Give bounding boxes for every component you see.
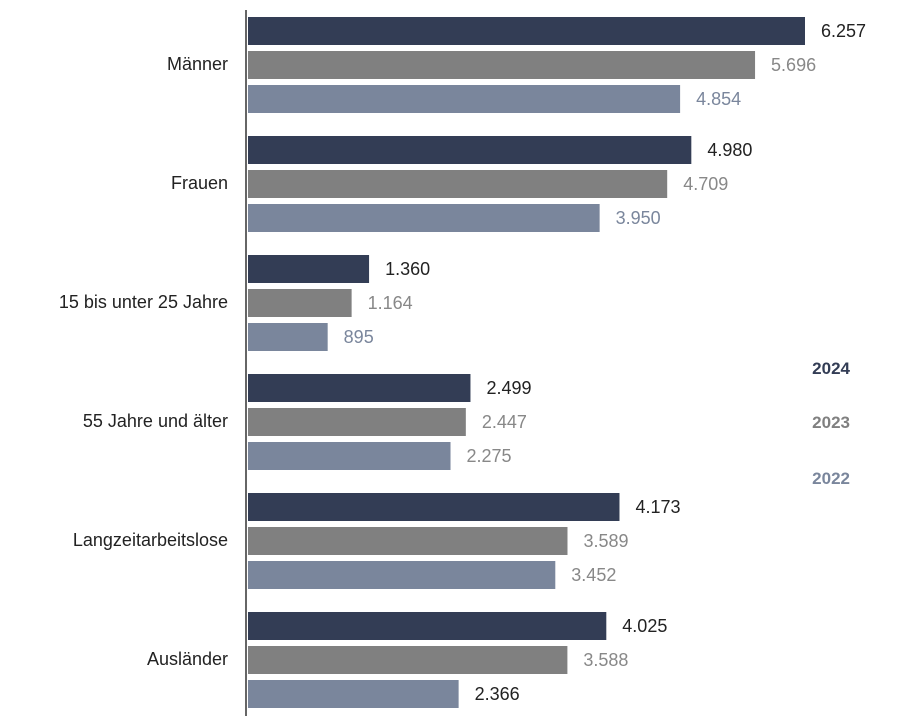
bars-group [248, 17, 805, 708]
category-label-15-bis-unter-25-jahre: 15 bis unter 25 Jahre [59, 292, 228, 312]
bar-frauen-2023 [248, 170, 668, 198]
value-label-frauen-2024: 4.980 [707, 140, 752, 160]
value-label-55-jahre-und-aelter-2022: 2.275 [467, 446, 512, 466]
bar-auslaender-2023 [248, 646, 568, 674]
value-label-frauen-2022: 3.950 [616, 208, 661, 228]
legend-entry-2022: 2022 [812, 469, 850, 488]
bar-maenner-2024 [248, 17, 805, 45]
value-label-frauen-2023: 4.709 [683, 174, 728, 194]
value-label-55-jahre-und-aelter-2024: 2.499 [486, 378, 531, 398]
value-label-15-bis-unter-25-jahre-2024: 1.360 [385, 259, 430, 279]
category-label-frauen: Frauen [171, 173, 228, 193]
bar-maenner-2022 [248, 85, 681, 113]
bar-auslaender-2024 [248, 612, 607, 640]
value-label-langzeitarbeitslose-2024: 4.173 [635, 497, 680, 517]
value-label-langzeitarbeitslose-2022: 3.452 [571, 565, 616, 585]
bar-55-jahre-und-aelter-2023 [248, 408, 466, 436]
bar-frauen-2022 [248, 204, 600, 232]
value-label-langzeitarbeitslose-2023: 3.589 [583, 531, 628, 551]
category-labels: Männer Frauen 15 bis unter 25 Jahre 55 Jahr… [59, 54, 228, 669]
value-label-maenner-2022: 4.854 [696, 89, 741, 109]
legend: 2024 2023 2022 [812, 359, 850, 488]
bar-langzeitarbeitslose-2024 [248, 493, 620, 521]
bar-frauen-2024 [248, 136, 692, 164]
bar-langzeitarbeitslose-2022 [248, 561, 556, 589]
bar-15-bis-unter-25-jahre-2024 [248, 255, 370, 283]
value-label-15-bis-unter-25-jahre-2023: 1.164 [368, 293, 413, 313]
bar-15-bis-unter-25-jahre-2023 [248, 289, 352, 317]
legend-entry-2024: 2024 [812, 359, 850, 378]
bar-auslaender-2022 [248, 680, 459, 708]
category-label-maenner: Männer [167, 54, 228, 74]
category-label-auslaender: Ausländer [147, 649, 228, 669]
legend-entry-2023: 2023 [812, 413, 850, 432]
bar-55-jahre-und-aelter-2024 [248, 374, 471, 402]
value-label-55-jahre-und-aelter-2023: 2.447 [482, 412, 527, 432]
bar-langzeitarbeitslose-2023 [248, 527, 568, 555]
value-label-maenner-2023: 5.696 [771, 55, 816, 75]
value-label-15-bis-unter-25-jahre-2022: 895 [344, 327, 374, 347]
category-label-55-jahre-und-aelter: 55 Jahre und älter [83, 411, 228, 431]
value-label-auslaender-2023: 3.588 [583, 650, 628, 670]
category-label-langzeitarbeitslose: Langzeitarbeitslose [73, 530, 228, 550]
value-label-maenner-2024: 6.257 [821, 21, 866, 41]
bar-maenner-2023 [248, 51, 756, 79]
value-label-auslaender-2024: 4.025 [622, 616, 667, 636]
value-label-auslaender-2022: 2.366 [475, 684, 520, 704]
bar-15-bis-unter-25-jahre-2022 [248, 323, 328, 351]
bar-55-jahre-und-aelter-2022 [248, 442, 451, 470]
